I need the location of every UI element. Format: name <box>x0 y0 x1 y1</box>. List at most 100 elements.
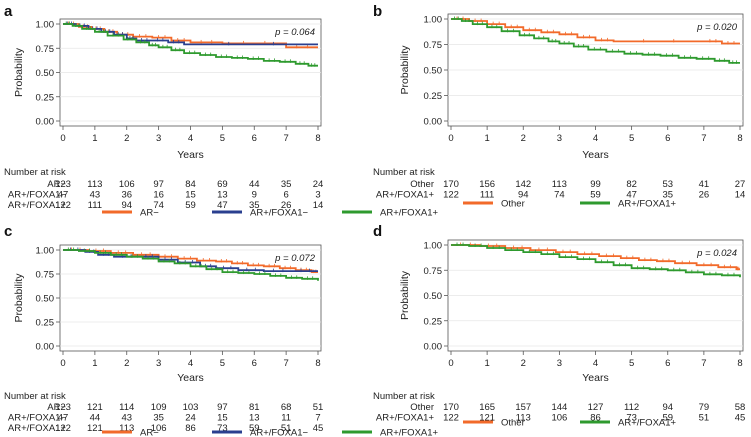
y-axis-title: Probability <box>399 45 411 95</box>
x-tick-label: 1 <box>92 358 97 369</box>
x-tick-label: 0 <box>448 133 453 144</box>
risk-value: 123 <box>55 402 71 413</box>
risk-row-label: AR+/FOXA1+ <box>376 413 435 424</box>
x-tick-label: 4 <box>188 133 193 144</box>
risk-value: 51 <box>281 423 292 434</box>
km-curve-AR− <box>63 249 318 273</box>
risk-value: 123 <box>55 179 71 190</box>
y-tick-label: 0.50 <box>36 294 55 305</box>
risk-value: 26 <box>699 190 710 201</box>
risk-value: 142 <box>515 179 531 190</box>
y-tick-label: 0.25 <box>424 316 443 327</box>
risk-value: 121 <box>479 413 495 424</box>
risk-value: 16 <box>153 190 164 201</box>
legend-label: AR+/FOXA1+ <box>380 428 439 437</box>
y-tick-label: 0.75 <box>424 40 443 51</box>
x-tick-label: 6 <box>252 133 257 144</box>
risk-table-title: Number at risk <box>4 391 66 402</box>
p-value: p = 0.064 <box>274 27 315 38</box>
risk-value: 97 <box>153 179 164 190</box>
risk-value: 112 <box>624 402 639 413</box>
risk-value: 113 <box>119 423 134 434</box>
x-tick-label: 8 <box>315 133 320 144</box>
x-tick-label: 7 <box>283 133 288 144</box>
risk-value: 59 <box>249 423 260 434</box>
x-tick-label: 6 <box>665 358 670 369</box>
risk-table-title: Number at risk <box>373 167 435 178</box>
km-curve-AR+/FOXA1− <box>63 23 318 46</box>
risk-table-title: Number at risk <box>4 167 66 178</box>
x-tick-label: 0 <box>60 133 65 144</box>
x-tick-label: 5 <box>629 358 634 369</box>
y-tick-label: 1.00 <box>36 20 55 31</box>
y-tick-label: 0.75 <box>36 270 55 281</box>
risk-value: 106 <box>551 413 567 424</box>
risk-value: 113 <box>552 179 567 190</box>
risk-value: 122 <box>443 190 459 201</box>
risk-value: 94 <box>518 190 529 201</box>
risk-row-label: AR+/FOXA1+ <box>8 200 67 211</box>
risk-value: 73 <box>626 413 637 424</box>
x-tick-label: 3 <box>156 358 161 369</box>
risk-value: 35 <box>249 200 260 211</box>
risk-value: 41 <box>699 179 710 190</box>
y-axis-title: Probability <box>399 270 411 320</box>
x-tick-label: 0 <box>448 358 453 369</box>
p-value: p = 0.024 <box>696 248 737 259</box>
risk-value: 47 <box>58 413 69 424</box>
risk-value: 82 <box>626 179 637 190</box>
x-tick-label: 4 <box>593 358 598 369</box>
risk-value: 113 <box>87 179 102 190</box>
legend-label: AR+/FOXA1+ <box>618 418 677 429</box>
risk-value: 27 <box>735 179 746 190</box>
risk-row-label: AR− <box>47 179 66 190</box>
y-tick-label: 0.25 <box>36 92 55 103</box>
x-tick-label: 8 <box>315 358 320 369</box>
km-curve-AR− <box>63 23 318 49</box>
risk-value: 9 <box>252 190 257 201</box>
risk-value: 84 <box>185 179 196 190</box>
x-axis-title: Years <box>177 372 203 384</box>
risk-value: 99 <box>590 179 601 190</box>
y-tick-label: 0.00 <box>424 117 443 128</box>
x-axis-title: Years <box>582 372 608 384</box>
x-tick-label: 1 <box>92 133 97 144</box>
y-tick-label: 0.75 <box>424 266 443 277</box>
y-tick-label: 0.50 <box>424 291 443 302</box>
risk-value: 15 <box>217 413 228 424</box>
risk-value: 59 <box>662 413 673 424</box>
risk-row-label: AR+/FOXA1− <box>8 413 67 424</box>
x-tick-label: 2 <box>521 358 526 369</box>
risk-value: 47 <box>58 190 69 201</box>
risk-value: 74 <box>153 200 164 211</box>
x-tick-label: 4 <box>593 133 598 144</box>
x-tick-label: 1 <box>484 358 489 369</box>
risk-value: 59 <box>185 200 196 211</box>
risk-value: 127 <box>588 402 604 413</box>
legend-label: AR+/FOXA1− <box>250 428 309 437</box>
y-tick-label: 1.00 <box>36 246 55 257</box>
risk-value: 43 <box>121 413 132 424</box>
risk-value: 106 <box>119 179 135 190</box>
x-tick-label: 2 <box>124 133 129 144</box>
x-tick-label: 3 <box>557 133 562 144</box>
risk-value: 59 <box>590 190 601 201</box>
risk-row-label: AR− <box>47 402 66 413</box>
risk-value: 114 <box>119 402 134 413</box>
risk-row-label: Other <box>410 179 434 190</box>
y-tick-label: 0.50 <box>36 68 55 79</box>
risk-value: 73 <box>217 423 228 434</box>
risk-value: 45 <box>735 413 746 424</box>
x-tick-label: 1 <box>484 133 489 144</box>
risk-value: 106 <box>151 423 167 434</box>
y-tick-label: 0.50 <box>424 66 443 77</box>
risk-value: 36 <box>121 190 132 201</box>
risk-value: 157 <box>515 402 531 413</box>
panel-label: a <box>4 3 13 20</box>
x-axis-title: Years <box>582 149 608 161</box>
x-tick-label: 2 <box>124 358 129 369</box>
risk-value: 53 <box>662 179 673 190</box>
x-tick-label: 3 <box>156 133 161 144</box>
risk-value: 113 <box>516 413 531 424</box>
risk-value: 14 <box>313 200 324 211</box>
